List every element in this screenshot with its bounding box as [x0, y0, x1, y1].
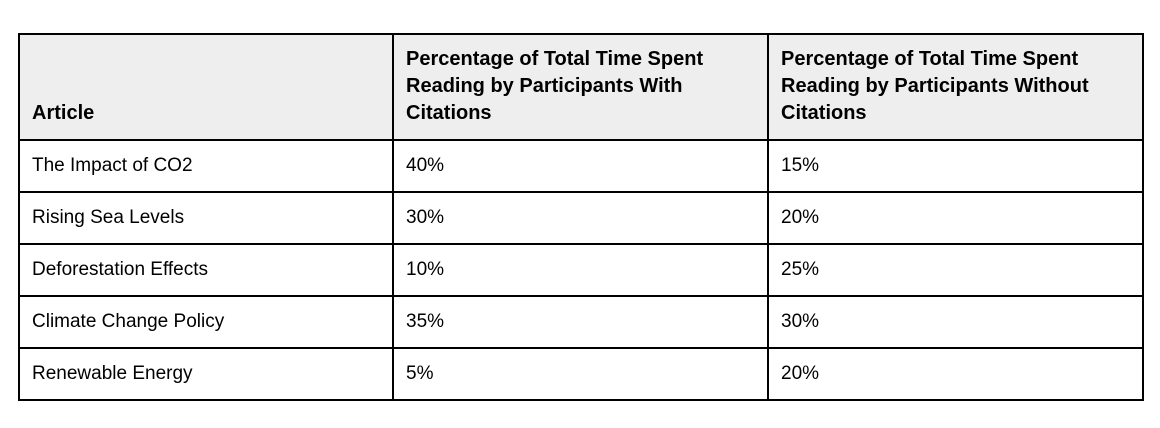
table-cell: The Impact of CO2	[18, 139, 394, 193]
table-row: Deforestation Effects 10% 25%	[18, 243, 1144, 297]
data-table: Article Percentage of Total Time Spent Re…	[18, 33, 1144, 401]
header-cell: Percentage of Total Time Spent Reading b…	[392, 33, 769, 141]
header-row: Article Percentage of Total Time Spent Re…	[18, 33, 1144, 141]
table-cell: 40%	[392, 139, 769, 193]
table-cell: Climate Change Policy	[18, 295, 394, 349]
table-row: Renewable Energy 5% 20%	[18, 347, 1144, 401]
table-cell: 15%	[767, 139, 1144, 193]
table-cell: 25%	[767, 243, 1144, 297]
table-body: The Impact of CO2 40% 15% Rising Sea Levels…	[18, 139, 1144, 401]
table-row: Rising Sea Levels 30% 20%	[18, 191, 1144, 245]
table-container: Article Percentage of Total Time Spent Re…	[18, 33, 1144, 401]
header-cell: Percentage of Total Time Spent Reading b…	[767, 33, 1144, 141]
table-row: The Impact of CO2 40% 15%	[18, 139, 1144, 193]
table-cell: 5%	[392, 347, 769, 401]
table-cell: Deforestation Effects	[18, 243, 394, 297]
table-cell: 30%	[392, 191, 769, 245]
table-cell: Renewable Energy	[18, 347, 394, 401]
header-cell: Article	[18, 33, 394, 141]
table-cell: 20%	[767, 347, 1144, 401]
table-cell: 35%	[392, 295, 769, 349]
table-cell: 20%	[767, 191, 1144, 245]
table-cell: 10%	[392, 243, 769, 297]
table-row: Climate Change Policy 35% 30%	[18, 295, 1144, 349]
table-cell: Rising Sea Levels	[18, 191, 394, 245]
table-cell: 30%	[767, 295, 1144, 349]
